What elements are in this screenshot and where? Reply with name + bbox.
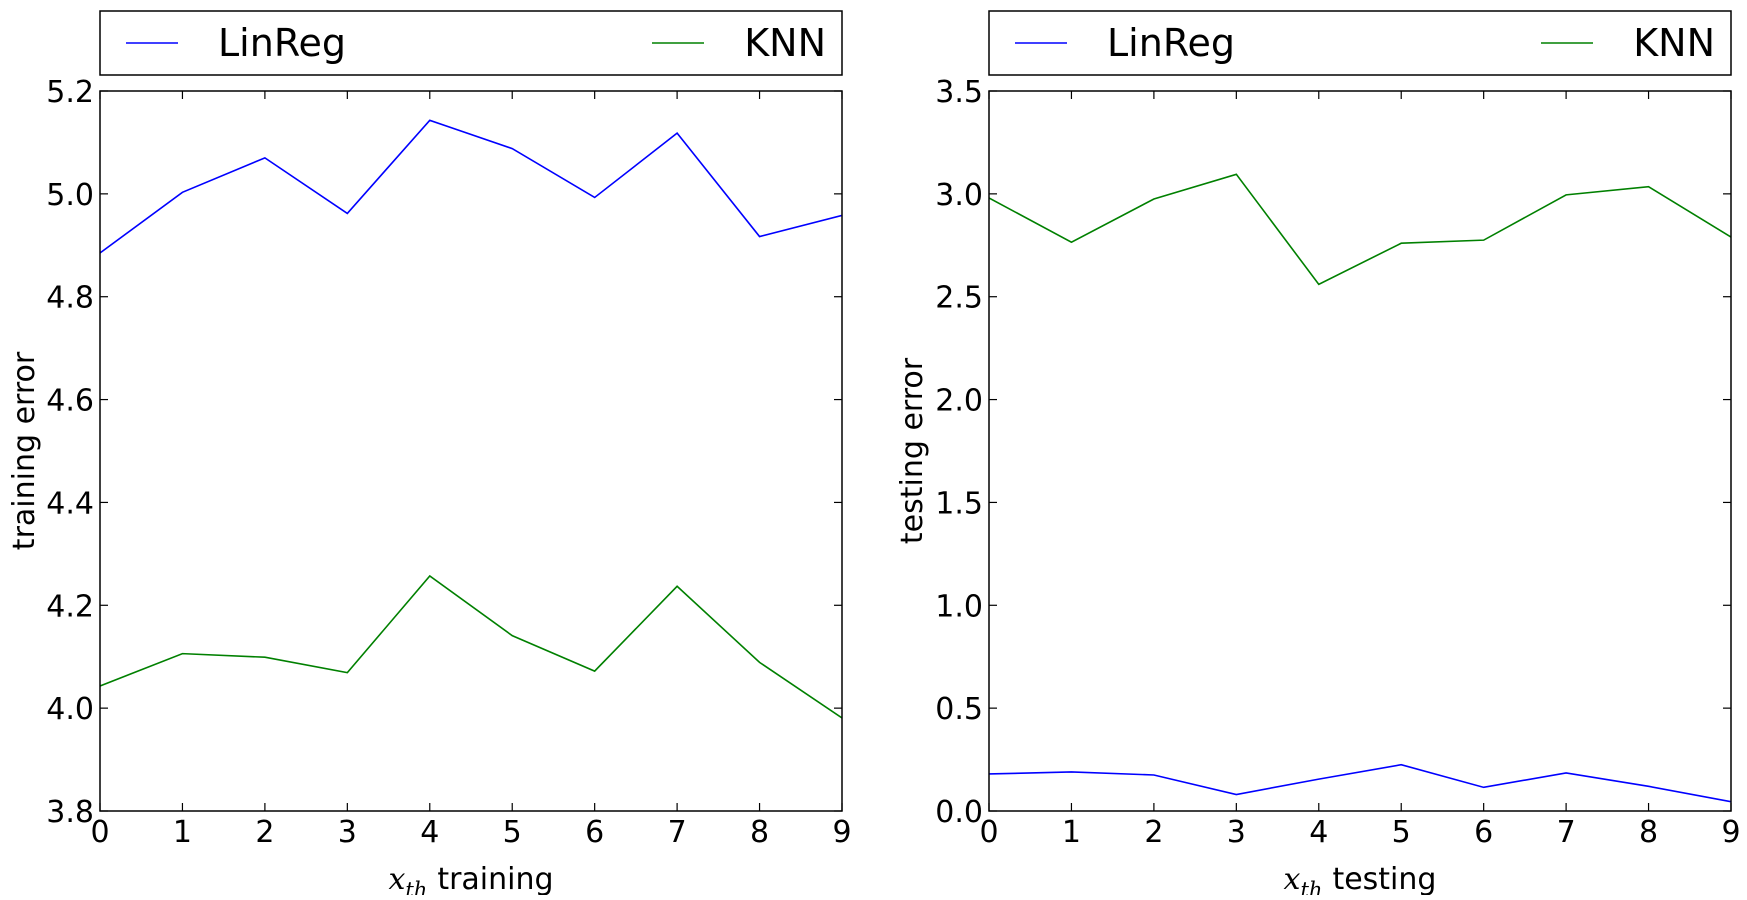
x-tick-label: 4 [1309,815,1328,850]
y-tick-label: 5.2 [46,75,94,110]
y-axis-label: testing error [895,357,930,544]
x-axis-label-text: testing [1332,862,1436,895]
y-tick-label: 5.0 [46,178,94,213]
y-tick-label: 1.0 [935,589,983,624]
x-tick-label: 8 [1639,815,1658,850]
x-tick-label: 5 [1392,815,1411,850]
x-tick-label: 5 [503,815,522,850]
series-line-linreg [989,763,1731,803]
legend-box [99,10,843,76]
x-axis-label-math: x [1284,862,1301,895]
x-tick-label: 4 [420,815,439,850]
x-tick-label: 0 [979,815,998,850]
x-tick-label: 7 [668,815,687,850]
x-tick-label: 3 [1227,815,1246,850]
axes-frame [99,90,843,812]
series-line-linreg [100,119,842,254]
y-tick-label: 4.8 [46,281,94,316]
x-tick-label: 0 [90,815,109,850]
x-tick-label: 6 [1474,815,1493,850]
x-tick-label: 1 [1062,815,1081,850]
x-tick-label: 3 [338,815,357,850]
y-tick-label: 1.5 [935,486,983,521]
legend: LinReg KNN [99,10,843,76]
x-axis-label-subscript: th [405,878,427,895]
legend-label-knn: KNN [1633,21,1715,65]
x-tick-label: 8 [750,815,769,850]
y-tick-label: 4.6 [46,384,94,419]
legend-label-knn: KNN [744,21,826,65]
y-tick-label: 4.0 [46,692,94,727]
y-tick-label: 3.5 [935,75,983,110]
y-tick-label: 2.0 [935,384,983,419]
x-tick-label: 1 [173,815,192,850]
y-tick-label: 2.5 [935,281,983,316]
y-tick-label: 0.5 [935,692,983,727]
x-tick-label: 9 [1721,815,1740,850]
legend-label-linreg: LinReg [218,21,346,65]
y-tick-label: 4.4 [46,486,94,521]
series-line-knn [989,173,1731,286]
legend-label-linreg: LinReg [1107,21,1235,65]
x-tick-label: 2 [255,815,274,850]
legend-box [988,10,1732,76]
x-tick-label: 6 [585,815,604,850]
x-axis-label-subscript: th [1300,878,1322,895]
x-axis-label-math: x [388,862,405,895]
y-tick-label: 0.0 [935,795,983,830]
series-line-knn [100,574,842,719]
axes-frame [988,90,1732,812]
y-axis-label: training error [7,351,42,550]
y-tick-label: 3.8 [46,795,94,830]
x-tick-label: 7 [1557,815,1576,850]
x-axis-label-text: training [437,862,553,895]
y-tick-label: 4.2 [46,589,94,624]
x-axis-label: xth training [388,862,553,895]
chart-panel-1: 0 1 2 3 4 5 6 7 8 9 0.0 0.5 1.0 1.5 2.0 2.5 3.0 3.5 testin… [895,10,1741,900]
x-tick-label: 2 [1144,815,1163,850]
x-tick-label: 9 [832,815,851,850]
legend: LinReg KNN [988,10,1732,76]
y-tick-label: 3.0 [935,178,983,213]
chart-panel-0: 0 1 2 3 4 5 6 7 8 9 3.8 4.0 4.2 4.4 4.6 4.8 5.0 5.2 traini… [7,10,852,900]
